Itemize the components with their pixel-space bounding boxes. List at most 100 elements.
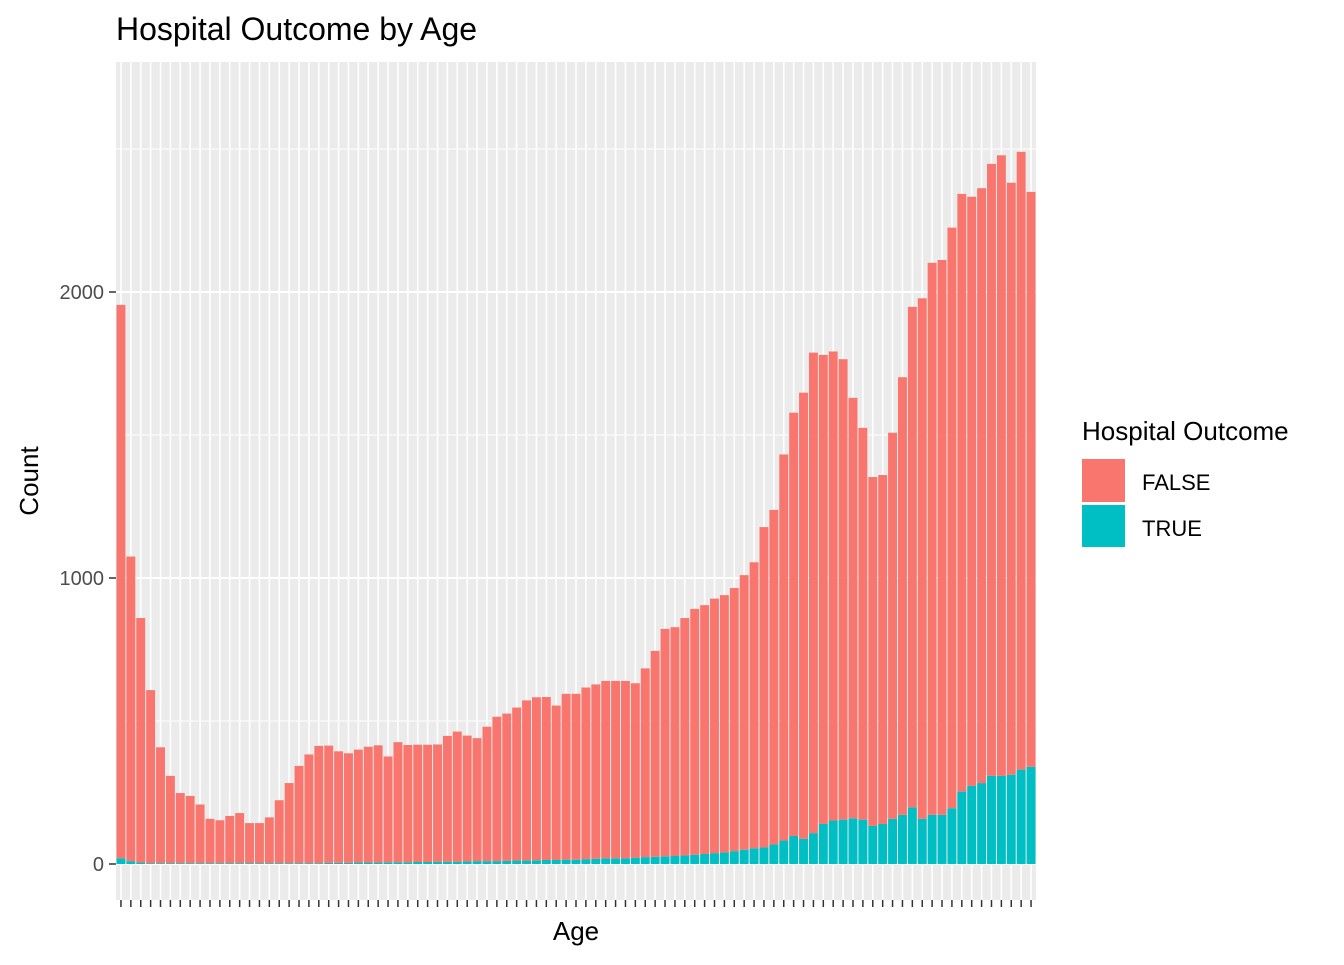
bar-true [442,861,452,864]
bar-false [957,193,967,792]
bar-false [759,527,769,848]
bar-false [769,509,779,845]
bar-true [383,862,393,864]
bar-true [818,823,828,864]
legend-title: Hospital Outcome [1082,416,1289,446]
bar-true [670,855,680,864]
bar-false [383,756,393,863]
bar-true [947,808,957,864]
legend-label-true: TRUE [1142,516,1202,541]
bar-true [373,862,383,864]
bar-false [215,820,225,864]
bar-false [680,618,690,856]
bar-true [799,838,808,864]
bar-true [324,862,334,864]
bar-false [245,823,254,864]
bar-false [611,680,621,859]
bar-false [818,354,828,824]
bar-true [710,853,719,864]
bar-true [551,859,561,864]
bar-false [967,196,977,786]
bar-true [403,862,413,864]
bar-true [848,818,858,864]
bar-false [205,818,215,864]
bar-false [165,775,175,864]
bar-true [304,863,314,864]
bar-true [601,858,611,864]
bar-false [522,700,531,861]
bar-true [126,861,136,864]
bar-true [739,849,749,864]
bar-true [433,861,442,864]
bar-true [452,861,462,864]
bar-false [927,262,937,815]
bar-false [156,747,165,864]
bar-false [423,744,433,862]
bar-true [917,818,927,864]
x-axis-label: Age [553,916,599,946]
bar-true [828,820,838,864]
bar-true [136,862,146,864]
bar-false [235,813,245,864]
bar-false [185,795,195,864]
bar-true [789,835,799,864]
bar-false [670,627,680,856]
bar-false [274,800,284,864]
bar-true [522,860,531,864]
bar-false [571,693,581,860]
y-axis-label: Count [14,446,44,516]
bar-false [700,605,710,854]
bar-true [195,863,205,864]
bar-true [314,863,324,864]
bar-false [116,304,126,859]
bar-true [611,858,621,864]
bar-false [878,475,888,824]
bar-false [531,697,541,861]
bar-false [264,817,274,864]
bar-true [146,863,156,864]
legend-swatch-true [1082,505,1125,547]
bar-false [403,745,413,863]
bar-false [749,562,759,849]
bar-false [324,745,334,863]
bar-false [789,412,799,836]
bar-false [581,687,591,860]
bar-true [591,858,601,864]
bar-true [888,818,898,864]
bar-true [977,783,987,864]
bar-true [353,862,363,864]
legend-swatch-false [1082,459,1125,502]
bar-true [650,856,660,864]
bar-true [700,853,710,864]
bar-true [225,863,235,864]
bar-false [799,392,808,839]
bar-true [531,860,541,864]
bar-false [353,749,363,863]
bar-true [858,819,868,864]
bar-true [472,861,482,864]
bar-false [888,432,898,819]
bar-false [452,731,462,862]
bar-true [878,823,888,864]
bar-true [690,854,700,864]
bar-false [868,477,878,826]
bar-true [363,862,373,864]
bar-true [274,863,284,864]
bar-true [996,775,1006,864]
bar-true [868,825,878,864]
bar-true [541,859,551,864]
bar-false [907,306,917,808]
bar-true [393,862,403,864]
bar-true [561,859,571,864]
legend-label-false: FALSE [1142,470,1210,495]
bar-true [482,861,492,864]
bar-false [601,680,611,859]
bar-true [1026,766,1036,864]
bar-false [136,618,146,863]
bar-true [1006,774,1016,864]
y-tick-label: 1000 [60,568,105,590]
bar-true [175,863,185,864]
chart-title: Hospital Outcome by Age [116,11,477,47]
bars [116,151,1036,864]
